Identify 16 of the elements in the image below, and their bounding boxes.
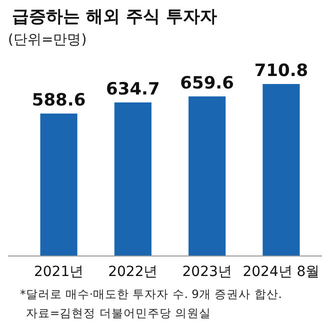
text: 자료=김현정 더불어민주당 의원실 xyxy=(26,306,211,320)
data-label: 659.6 xyxy=(180,73,234,94)
x-tick-label: 2022년 xyxy=(108,264,158,280)
bar xyxy=(262,84,300,256)
x-tick-label: 2023년 xyxy=(182,264,232,280)
x-tick-label: 2024년 8월 xyxy=(242,264,320,280)
chart-subtitle: (단위=만명) xyxy=(8,32,87,48)
data-label: 710.8 xyxy=(254,61,308,81)
x-tick-label: 2021년 xyxy=(34,264,84,280)
chart-title: 급증하는 해외 주식 투자자 xyxy=(12,7,217,27)
data-label: 634.7 xyxy=(106,79,160,100)
data-label: 588.6 xyxy=(32,90,86,111)
bar xyxy=(114,102,152,256)
bar xyxy=(40,114,78,256)
bar xyxy=(188,96,226,256)
text: *달러로 매수·매도한 투자자 수. 9개 증권사 합산. xyxy=(20,287,282,301)
